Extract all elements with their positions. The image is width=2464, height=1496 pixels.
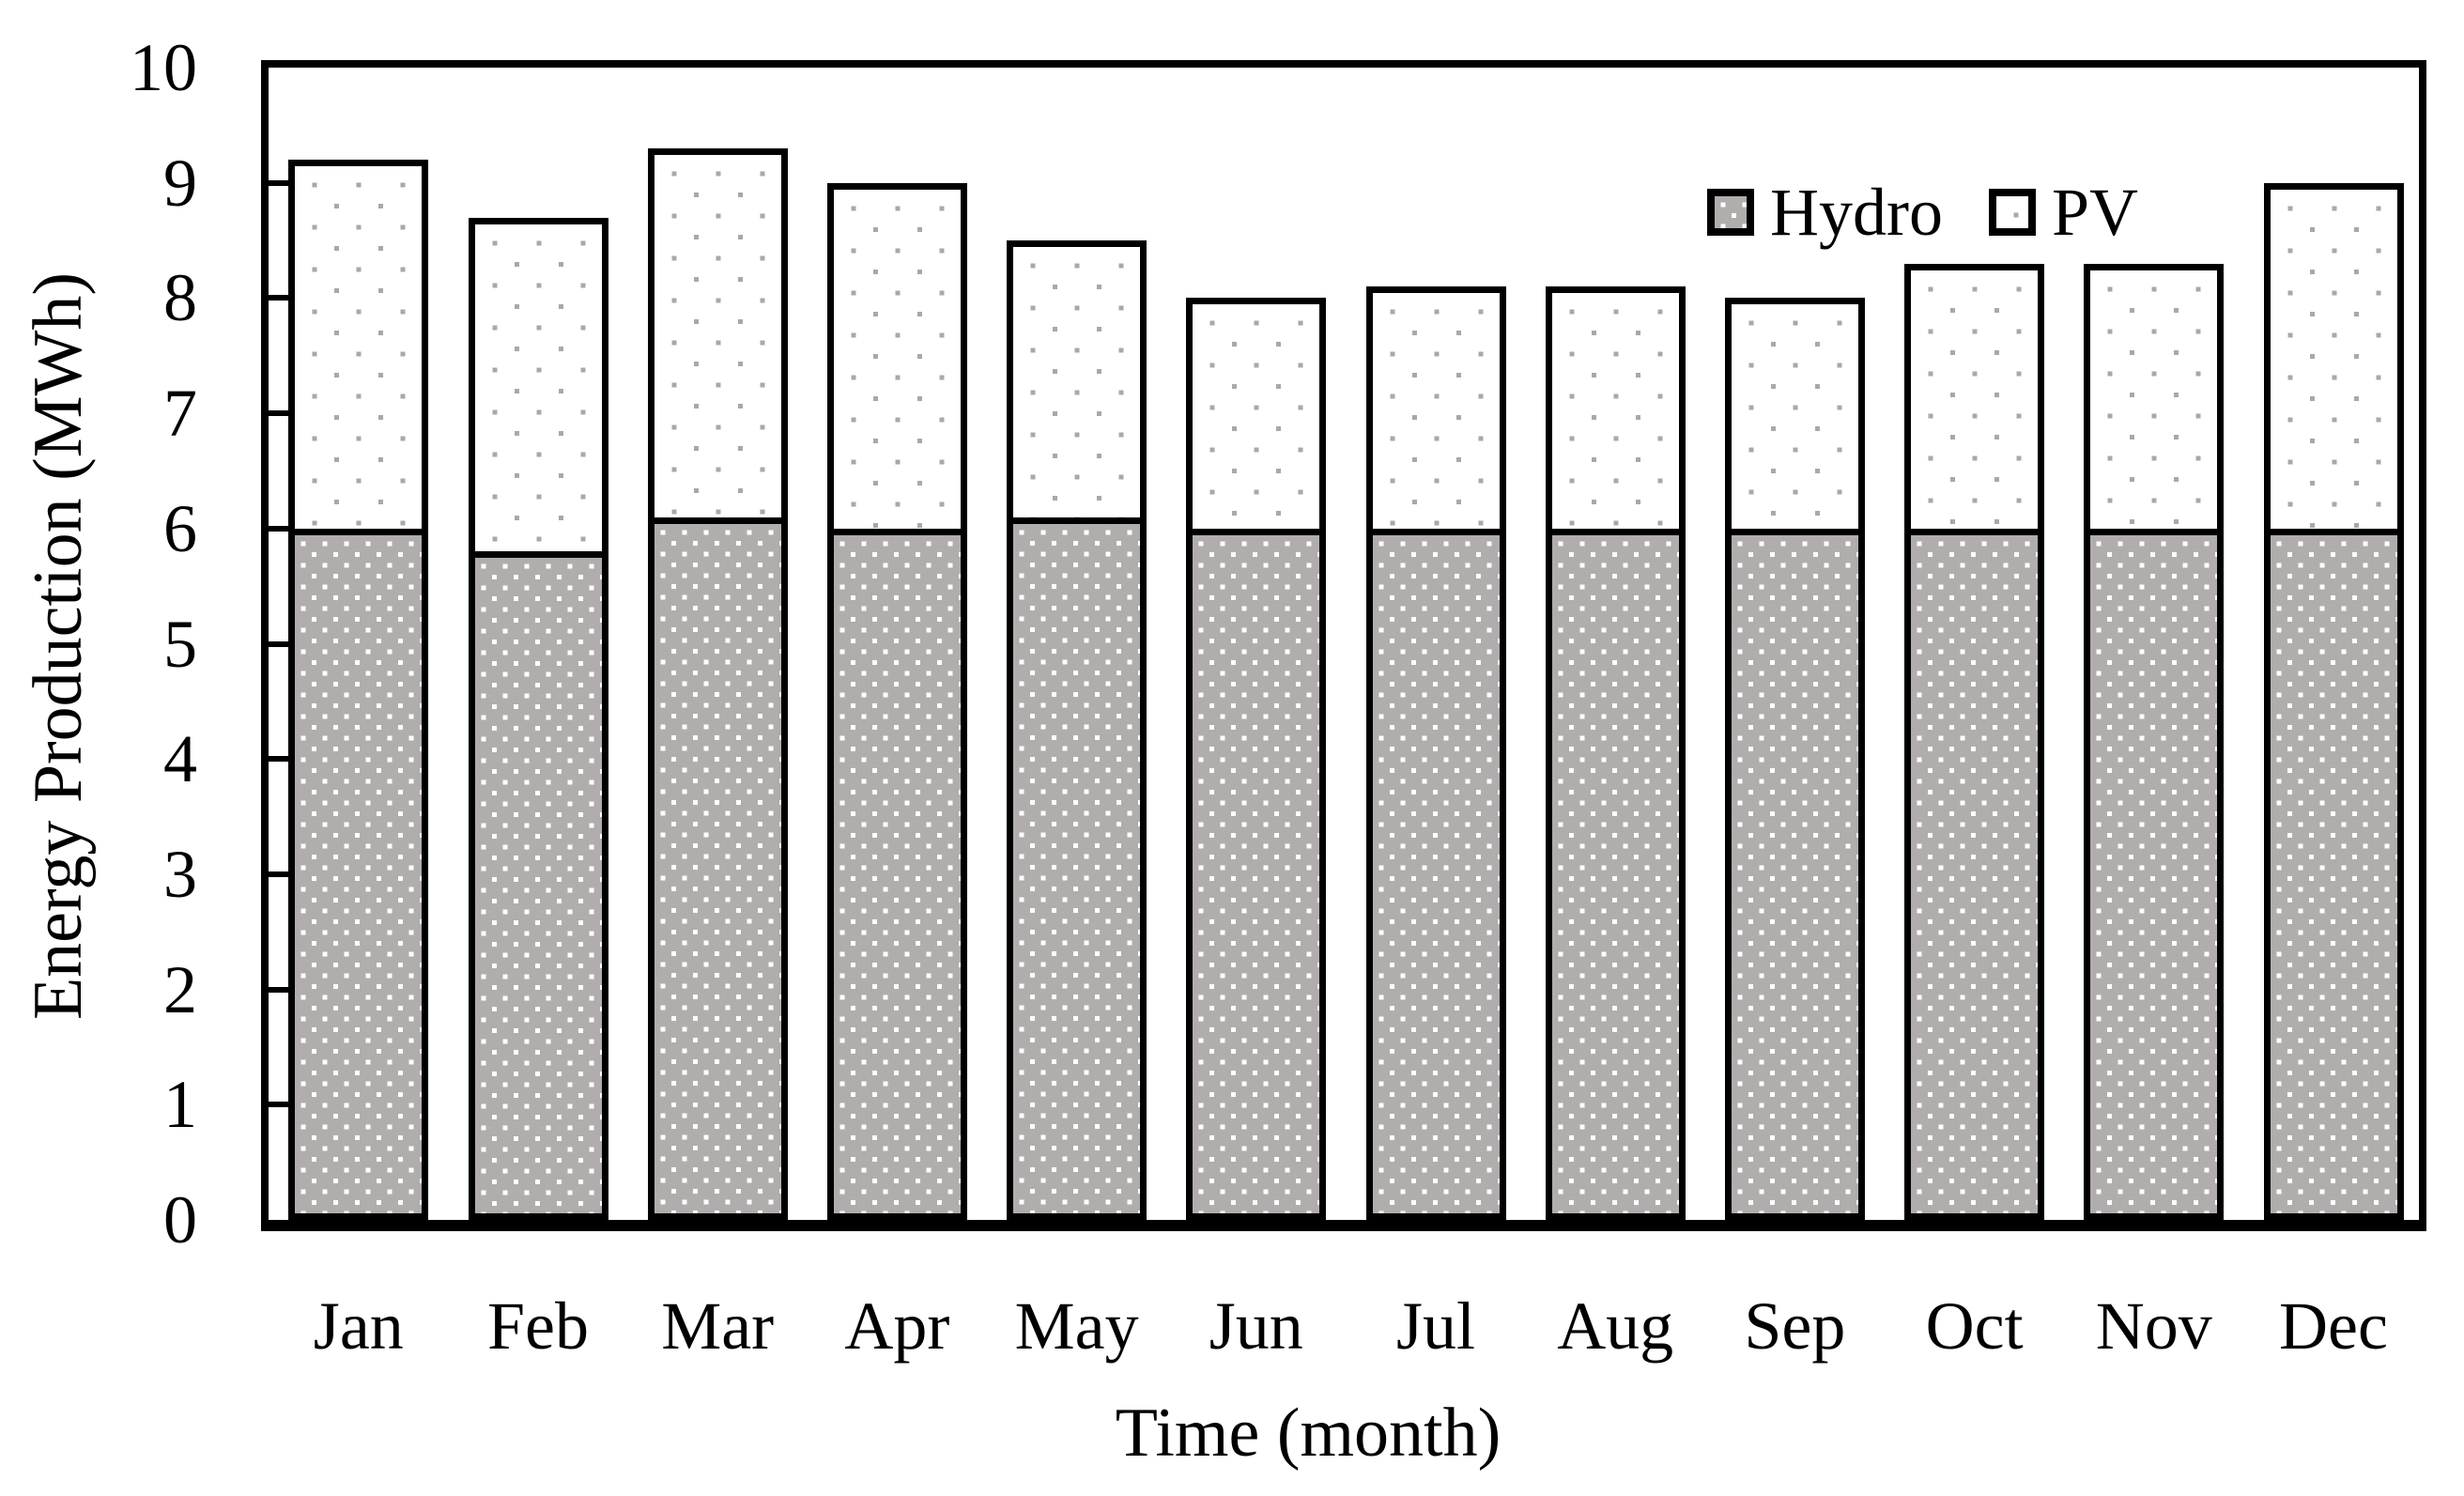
hydro-segment-feb	[468, 551, 608, 1220]
hydro-segment-aug	[1545, 528, 1686, 1220]
x-tick-label-sep: Sep	[1744, 1288, 1846, 1364]
y-tick-mark	[269, 640, 288, 647]
plot-inner: Hydro PV	[269, 68, 2419, 1220]
hydro-segment-nov	[2084, 528, 2225, 1220]
x-tick-label-nov: Nov	[2095, 1288, 2212, 1364]
legend-item-hydro: Hydro	[1707, 178, 1943, 246]
y-tick-label-1: 1	[163, 1067, 197, 1143]
pv-segment-nov	[2084, 263, 2225, 529]
x-tick-label-aug: Aug	[1557, 1288, 1674, 1364]
x-tick-label-apr: Apr	[844, 1288, 950, 1364]
y-tick-label-2: 2	[163, 951, 197, 1027]
y-tick-mark	[269, 410, 288, 417]
x-tick-label-jun: Jun	[1209, 1288, 1303, 1364]
pv-segment-aug	[1545, 286, 1686, 529]
x-tick-label-mar: Mar	[661, 1288, 775, 1364]
x-axis-title: Time (month)	[1115, 1395, 1502, 1472]
y-tick-label-0: 0	[163, 1182, 197, 1257]
legend-label-pv: PV	[2051, 175, 2139, 250]
hydro-segment-jun	[1186, 528, 1327, 1220]
x-tick-label-feb: Feb	[487, 1288, 589, 1364]
y-tick-mark	[269, 179, 288, 186]
pv-segment-apr	[826, 182, 967, 529]
y-tick-label-9: 9	[163, 145, 197, 221]
y-tick-mark	[269, 295, 288, 301]
legend-item-pv: PV	[1988, 175, 2139, 250]
hydro-segment-apr	[826, 528, 967, 1220]
pv-segment-oct	[1904, 263, 2045, 529]
plot-area: Hydro PV	[261, 60, 2426, 1231]
x-tick-label-oct: Oct	[1925, 1288, 2024, 1364]
y-tick-label-5: 5	[163, 606, 197, 682]
legend-label-hydro: Hydro	[1770, 175, 1943, 250]
hydro-segment-dec	[2263, 528, 2404, 1220]
pv-segment-feb	[468, 217, 608, 552]
y-tick-mark	[269, 1102, 288, 1108]
hydro-segment-jan	[288, 528, 429, 1220]
y-tick-mark	[269, 525, 288, 532]
pv-segment-may	[1007, 240, 1147, 517]
x-tick-label-dec: Dec	[2279, 1288, 2388, 1364]
y-tick-mark	[269, 756, 288, 763]
hydro-swatch-icon	[1707, 189, 1754, 236]
hydro-segment-may	[1007, 517, 1147, 1220]
y-tick-label-8: 8	[163, 260, 197, 336]
y-tick-label-3: 3	[163, 836, 197, 912]
pv-segment-sep	[1724, 298, 1865, 529]
hydro-segment-sep	[1724, 528, 1865, 1220]
pv-segment-jun	[1186, 298, 1327, 529]
pv-segment-jan	[288, 160, 429, 529]
y-tick-mark	[269, 871, 288, 877]
y-tick-mark	[269, 986, 288, 993]
pv-segment-mar	[647, 147, 788, 517]
y-tick-label-10: 10	[130, 30, 197, 105]
legend: Hydro PV	[1707, 178, 2138, 246]
x-tick-label-jul: Jul	[1395, 1288, 1476, 1364]
x-tick-label-jan: Jan	[313, 1288, 404, 1364]
x-tick-label-may: May	[1014, 1288, 1139, 1364]
y-tick-label-4: 4	[163, 721, 197, 797]
pv-segment-dec	[2263, 182, 2404, 529]
pv-segment-jul	[1365, 286, 1506, 529]
pv-swatch-icon	[1988, 189, 2036, 236]
hydro-segment-oct	[1904, 528, 2045, 1220]
hydro-segment-mar	[647, 517, 788, 1220]
hydro-segment-jul	[1365, 528, 1506, 1220]
y-tick-label-7: 7	[163, 376, 197, 452]
y-tick-label-6: 6	[163, 490, 197, 566]
